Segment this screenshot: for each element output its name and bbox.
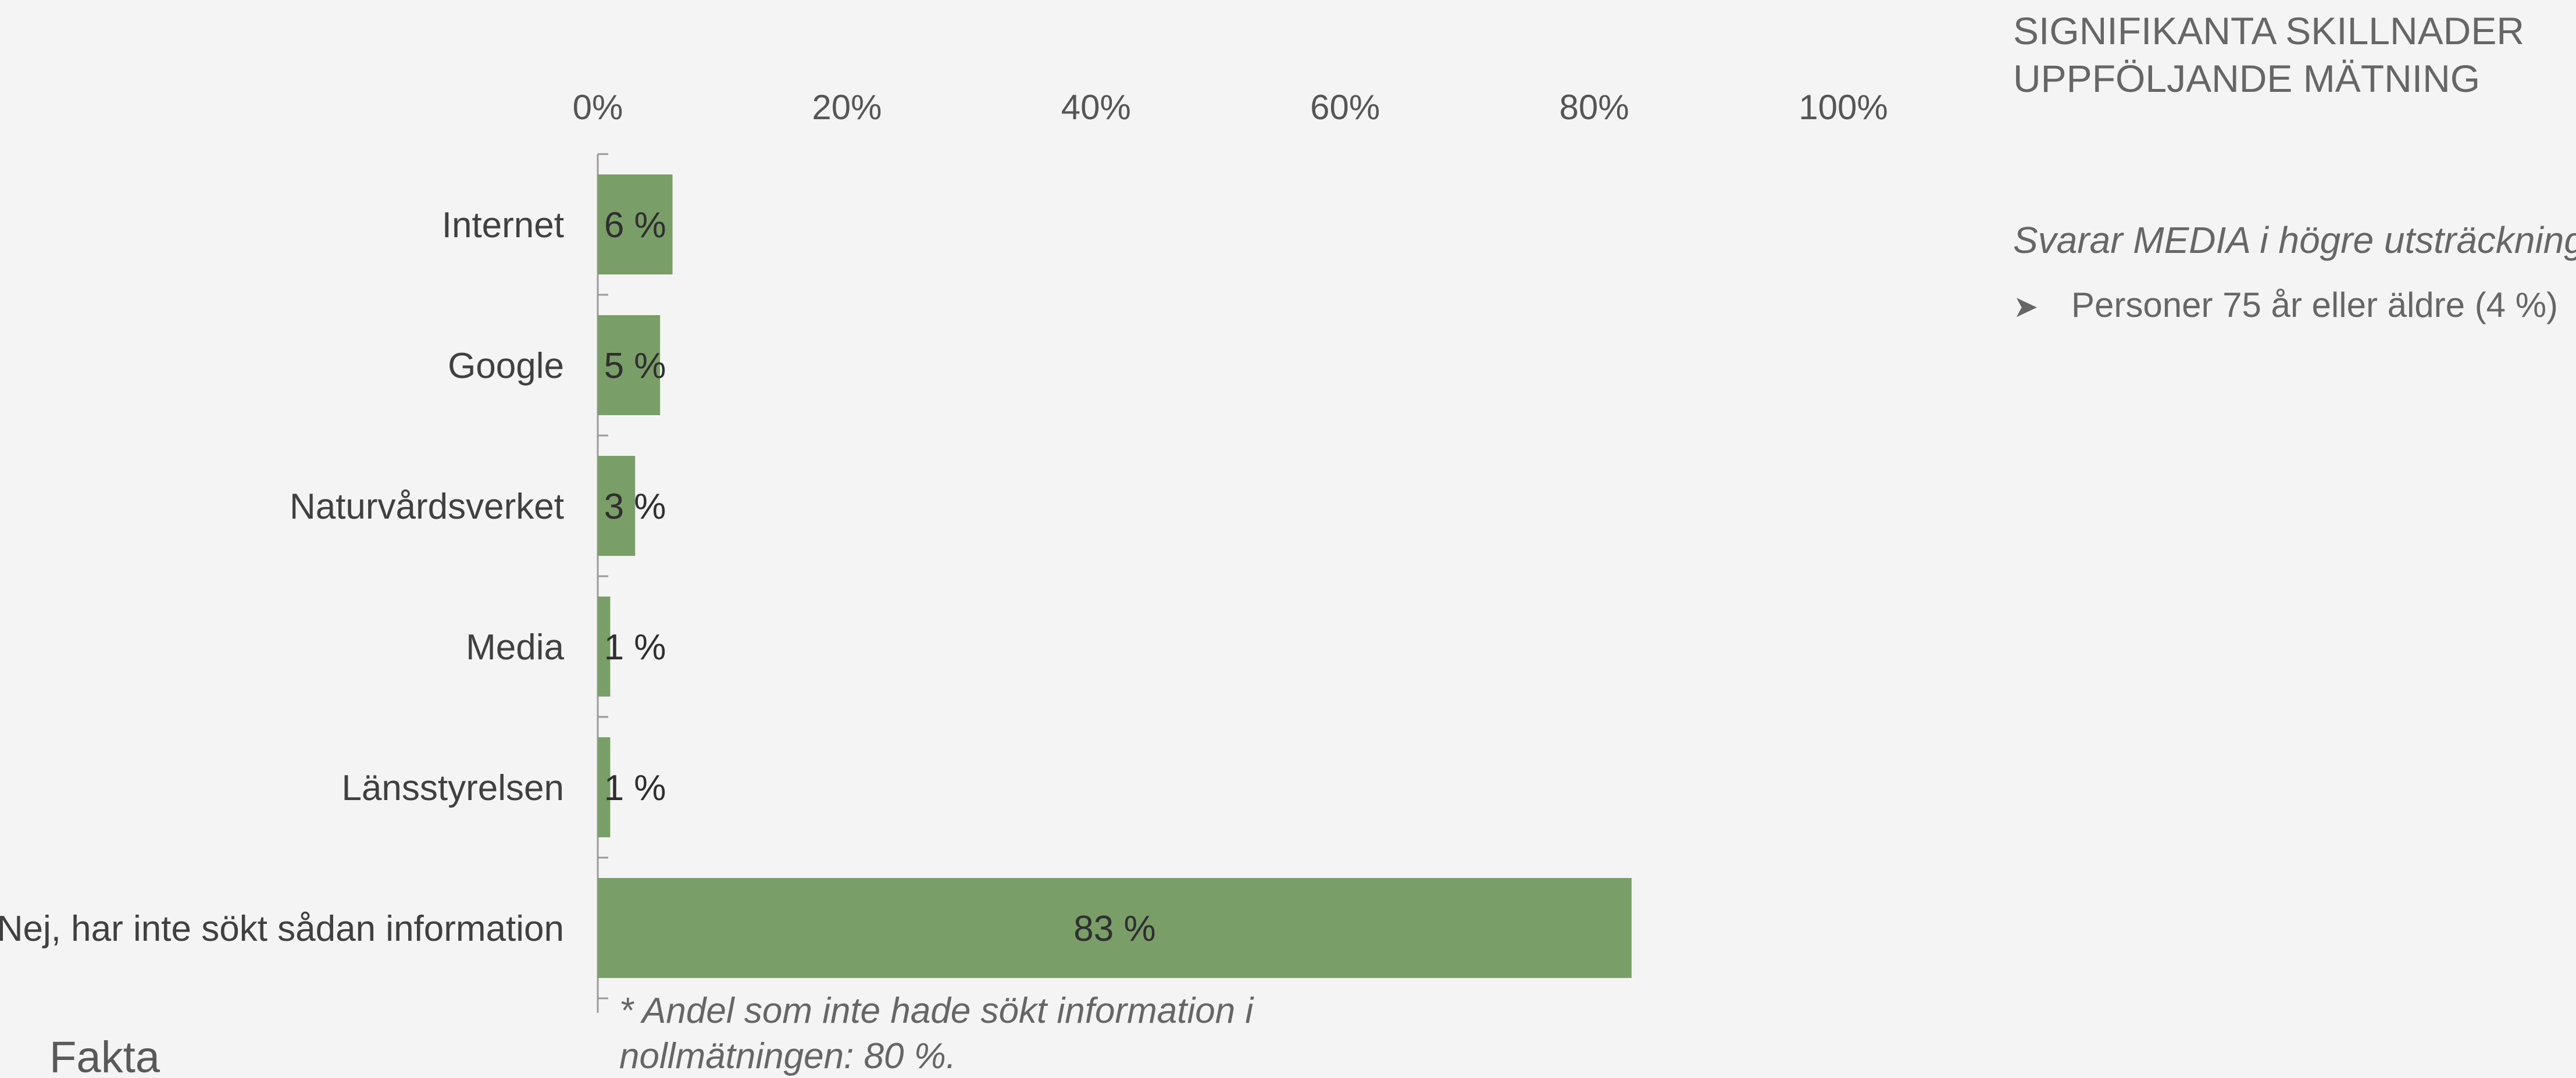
x-tick-label: 60% (1310, 88, 1380, 127)
bar (598, 456, 636, 556)
panel-title-line2: UPPFÖLJANDE MÄTNING (2013, 57, 2481, 100)
category-label: Internet (442, 205, 564, 245)
bar (598, 878, 1632, 978)
bar (598, 737, 611, 837)
bar (598, 315, 661, 415)
x-tick-label: 80% (1560, 88, 1629, 127)
panel-title-line1: SIGNIFIKANTA SKILLNADER (2013, 9, 2525, 52)
data-label: 3 % (604, 487, 666, 527)
data-label: 6 % (604, 205, 666, 245)
data-label: 1 % (604, 627, 666, 667)
arrowhead-bullet-icon: ➤ (2013, 290, 2039, 324)
x-tick-label: 20% (812, 88, 882, 127)
panel-list-item-text: Personer 75 år eller äldre (4 %) (2071, 285, 2559, 324)
category-label: Media (466, 627, 564, 667)
fakta-heading: Fakta (49, 1033, 160, 1078)
panel-list-item: ➤ Personer 75 år eller äldre (4 %) (2013, 285, 2576, 325)
bar (598, 597, 611, 697)
category-label: Länsstyrelsen (341, 768, 564, 808)
category-label: Naturvårdsverket (290, 487, 564, 527)
bar (598, 174, 673, 274)
category-label: Google (448, 346, 564, 386)
data-label: 1 % (604, 768, 666, 808)
data-label: 83 % (1073, 909, 1155, 949)
x-tick-label: 40% (1061, 88, 1131, 127)
x-tick-label: 0% (573, 88, 623, 127)
x-tick-label: 100% (1799, 88, 1888, 127)
category-label: Nej, har inte sökt sådan information (0, 909, 564, 949)
panel-subtitle: Svarar MEDIA i högre utsträckning: (2013, 219, 2576, 261)
chart-footnote: * Andel som inte hade sökt information i… (619, 991, 1254, 1076)
significant-differences-panel: SIGNIFIKANTA SKILLNADER UPPFÖLJANDE MÄTN… (2013, 7, 2576, 325)
data-label: 5 % (604, 346, 666, 386)
